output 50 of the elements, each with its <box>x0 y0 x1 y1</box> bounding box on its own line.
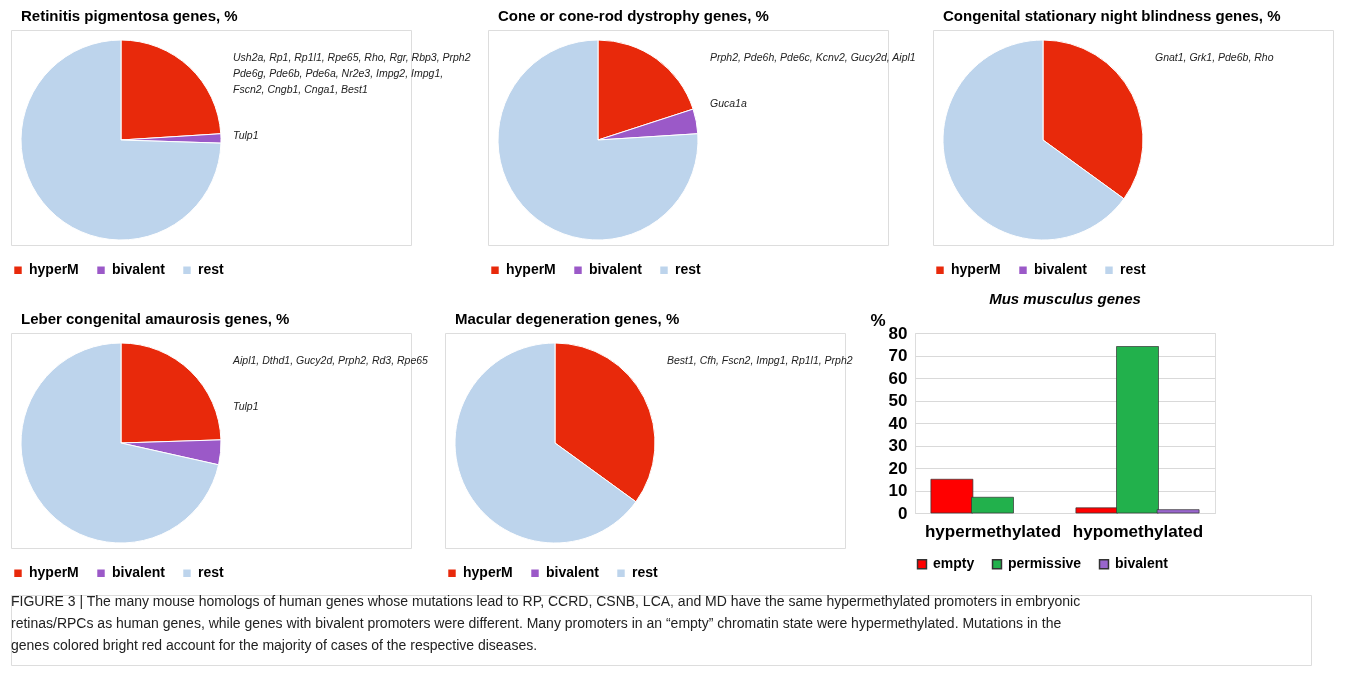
legend-label: empty <box>933 555 975 572</box>
legend-label: bivalent <box>1115 555 1169 572</box>
text: Pde6g, Pde6b, Pde6a, Nr2e3, Impg2, Impg1, <box>233 67 444 79</box>
text: Ush2a, Rp1, Rp1l1, Rpe65, Rho, Rgr, Rbp3, Prph2 <box>233 51 471 63</box>
text: Aipl1, Dthd1, Gucy2d, Prph2, Rd3, Rpe65 <box>232 354 429 366</box>
chart-title: Congenital stationary night blindness genes, % <box>943 7 1281 24</box>
legend-label: rest <box>675 261 702 278</box>
x-tick-label: hypermethylated <box>924 521 1062 541</box>
pie-slice <box>20 39 222 241</box>
chart-title: Retinitis pigmentosa genes, % <box>21 7 238 24</box>
legend-label: rest <box>198 261 225 278</box>
legend-label: hyperM <box>463 564 513 581</box>
legend-label: hyperM <box>29 261 79 278</box>
y-tick-label: 40 <box>888 413 908 433</box>
text: Gnat1, Grk1, Pde6b, Rho <box>1155 51 1274 63</box>
x-tick-label: hypomethylated <box>1072 521 1204 541</box>
chart-title: Cone or cone-rod dystrophy genes, % <box>498 7 769 24</box>
legend-label: bivalent <box>112 564 166 581</box>
chart-title: Mus musculus genes <box>989 290 1141 307</box>
y-tick-label: 0 <box>898 503 908 523</box>
y-tick-label: 50 <box>888 391 908 410</box>
y-tick-label: 80 <box>888 323 908 343</box>
legend-label: hyperM <box>951 261 1001 278</box>
pie-slice <box>20 342 220 544</box>
legend-label: hyperM <box>29 564 79 581</box>
y-tick-label: 70 <box>888 346 908 365</box>
text: Tulp1 <box>233 400 259 412</box>
text: Fscn2, Cngb1, Cnga1, Best1 <box>233 83 368 95</box>
y-tick-label: 30 <box>888 436 908 455</box>
text: Best1, Cfh, Fscn2, Impg1, Rp1l1, Prph2 <box>667 354 853 366</box>
text: Tulp1 <box>233 129 259 141</box>
pie-slice <box>497 39 699 241</box>
chart-title: Leber congenital amaurosis genes, % <box>21 310 290 327</box>
legend-label: rest <box>632 564 659 581</box>
legend-label: permissive <box>1008 555 1082 572</box>
y-axis-title: % <box>870 310 886 330</box>
y-tick-label: 60 <box>888 368 908 388</box>
caption: FIGURE 3 | The many mouse homologs of human genes whose mutations lead to RP, CCRD, CSNB, LCA, and MD have the same hypermethylated promoters in embryonic retinas/RPCs as human genes, while genes with bivalent promoters were different. Many promoters in an “empty” chromatin state were hypermethylated. Mutations in the genes colored bright red account for the majority of cases of the respective diseases. <box>11 593 1081 653</box>
legend-label: hyperM <box>506 261 556 278</box>
legend-label: rest <box>198 564 225 581</box>
text: Prph2, Pde6h, Pde6c, Kcnv2, Gucy2d, Aipl1 <box>710 51 916 63</box>
legend-label: bivalent <box>1034 261 1088 278</box>
chart-title: Macular degeneration genes, % <box>455 310 680 327</box>
legend-label: bivalent <box>589 261 643 278</box>
legend-label: rest <box>1120 261 1147 278</box>
legend-label: bivalent <box>112 261 166 278</box>
y-tick-label: 10 <box>888 481 908 500</box>
y-tick-label: 20 <box>888 458 908 478</box>
text: Guca1a <box>710 97 747 109</box>
legend-label: bivalent <box>546 564 600 581</box>
